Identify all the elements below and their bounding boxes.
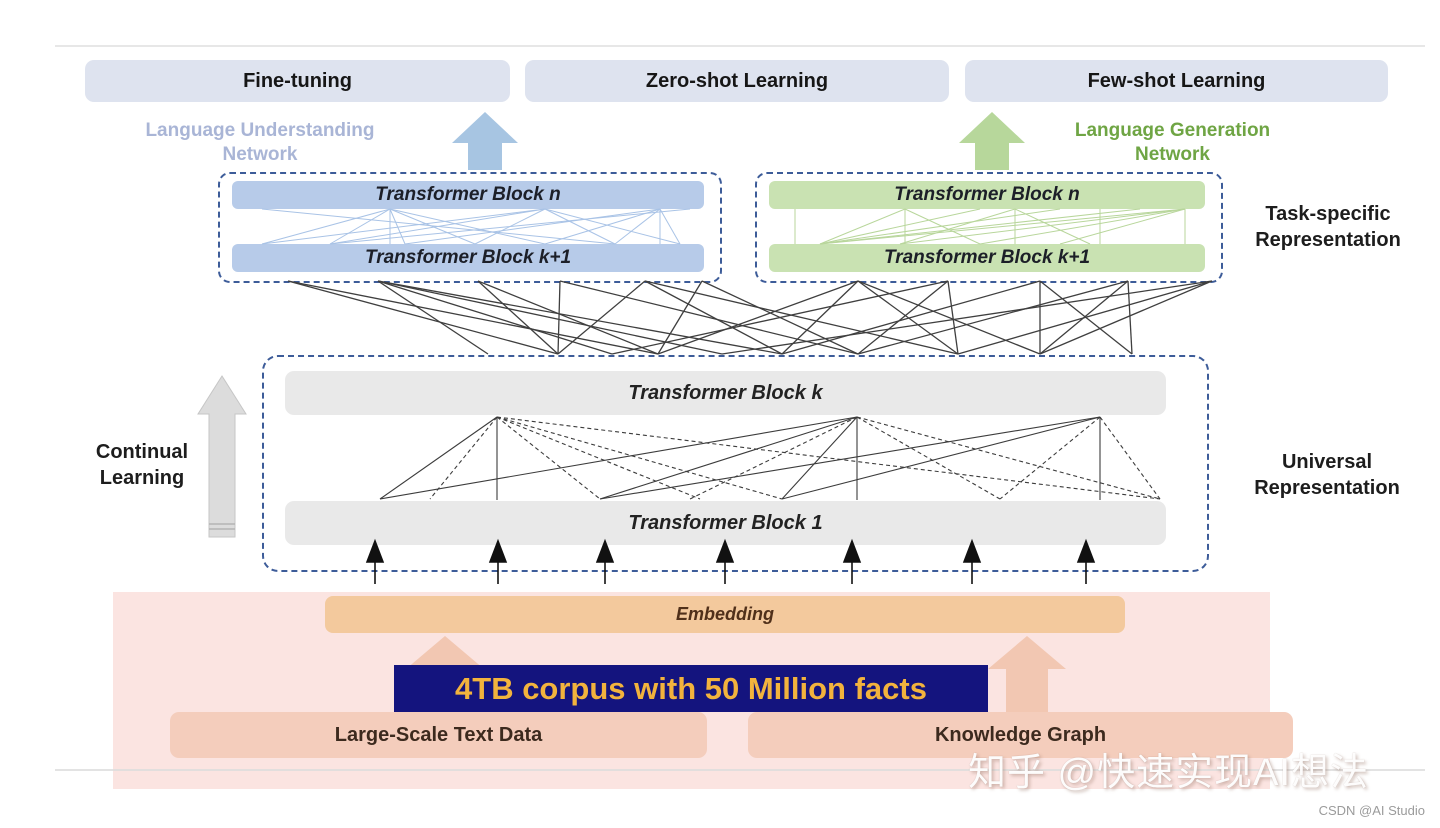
understanding-transformer-block-n: Transformer Block n	[232, 181, 704, 209]
bottom-divider	[55, 769, 1425, 771]
knowledge-graph-block: Knowledge Graph	[748, 712, 1293, 758]
universal-representation-box	[262, 355, 1209, 572]
zhihu-watermark: 知乎 @快速实现AI想法	[968, 752, 1370, 794]
generation-transformer-block-k1: Transformer Block k+1	[769, 244, 1205, 272]
large-scale-text-data-block: Large-Scale Text Data	[170, 712, 707, 758]
task-button-zero-shot: Zero-shot Learning	[525, 60, 949, 102]
task-button-few-shot: Few-shot Learning	[965, 60, 1388, 102]
language-generation-network-label: Language Generation Network	[1074, 120, 1271, 165]
universal-representation-label: Universal Representation	[1254, 451, 1400, 499]
task-specific-representation-label: Task-specific Representation	[1255, 203, 1401, 251]
task-button-fine-tuning: Fine-tuning	[85, 60, 510, 102]
language-understanding-network-label: Language Understanding Network	[145, 120, 375, 165]
understanding-transformer-block-k1: Transformer Block k+1	[232, 244, 704, 272]
csdn-watermark: CSDN @AI Studio	[1318, 803, 1425, 818]
top-divider	[55, 45, 1425, 47]
generation-transformer-block-n: Transformer Block n	[769, 181, 1205, 209]
embedding-bar: Embedding	[325, 596, 1125, 633]
continual-learning-label: Continual Learning	[95, 441, 189, 489]
transformer-block-1: Transformer Block 1	[285, 501, 1166, 545]
task-to-universal-connections	[287, 280, 1213, 355]
transformer-block-k: Transformer Block k	[285, 371, 1166, 415]
corpus-highlight-banner: 4TB corpus with 50 Million facts	[394, 665, 988, 712]
understanding-up-arrow-icon	[452, 112, 518, 170]
generation-up-arrow-icon	[959, 112, 1025, 170]
